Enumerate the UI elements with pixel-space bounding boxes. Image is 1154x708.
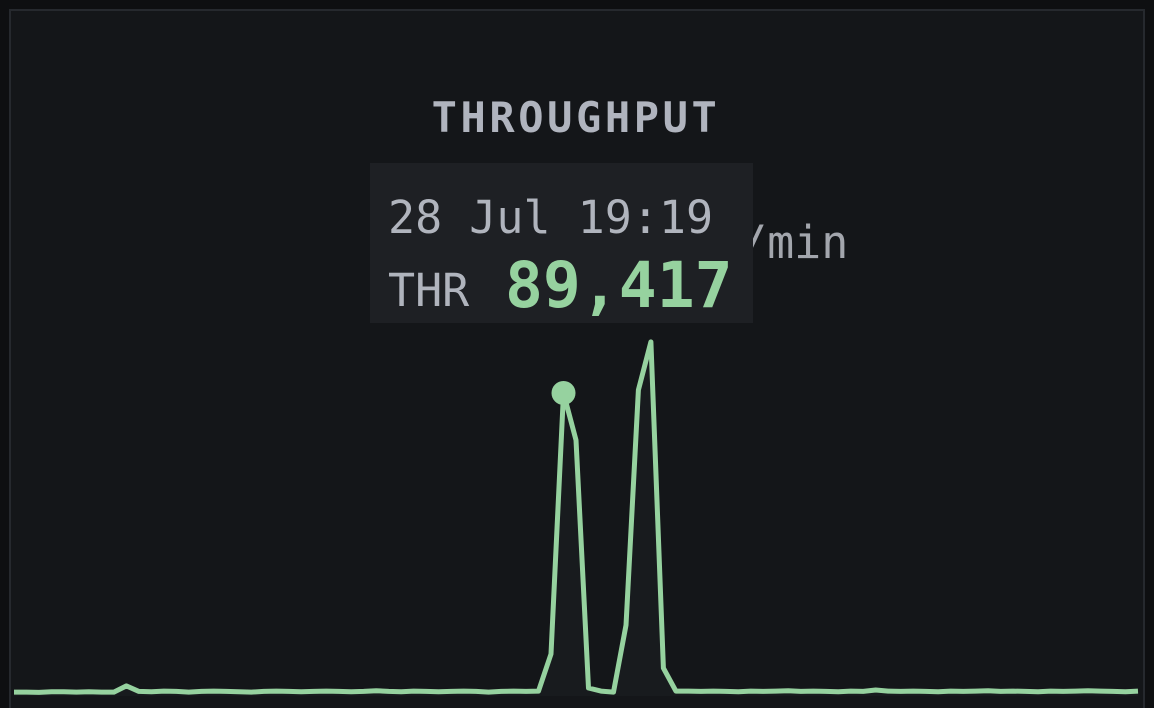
hover-point <box>551 381 576 406</box>
tooltip-time: 28 Jul 19:19 <box>388 191 713 244</box>
sparkline <box>14 339 1139 696</box>
tooltip-value: 89,417 <box>505 249 733 322</box>
tooltip <box>370 163 753 323</box>
panel-title: THROUGHPUT <box>432 93 721 142</box>
tooltip-series: THR <box>388 264 470 317</box>
sparkline-line <box>14 339 1139 695</box>
sparkline-area <box>14 341 1138 696</box>
unit-label: /min <box>740 216 848 269</box>
